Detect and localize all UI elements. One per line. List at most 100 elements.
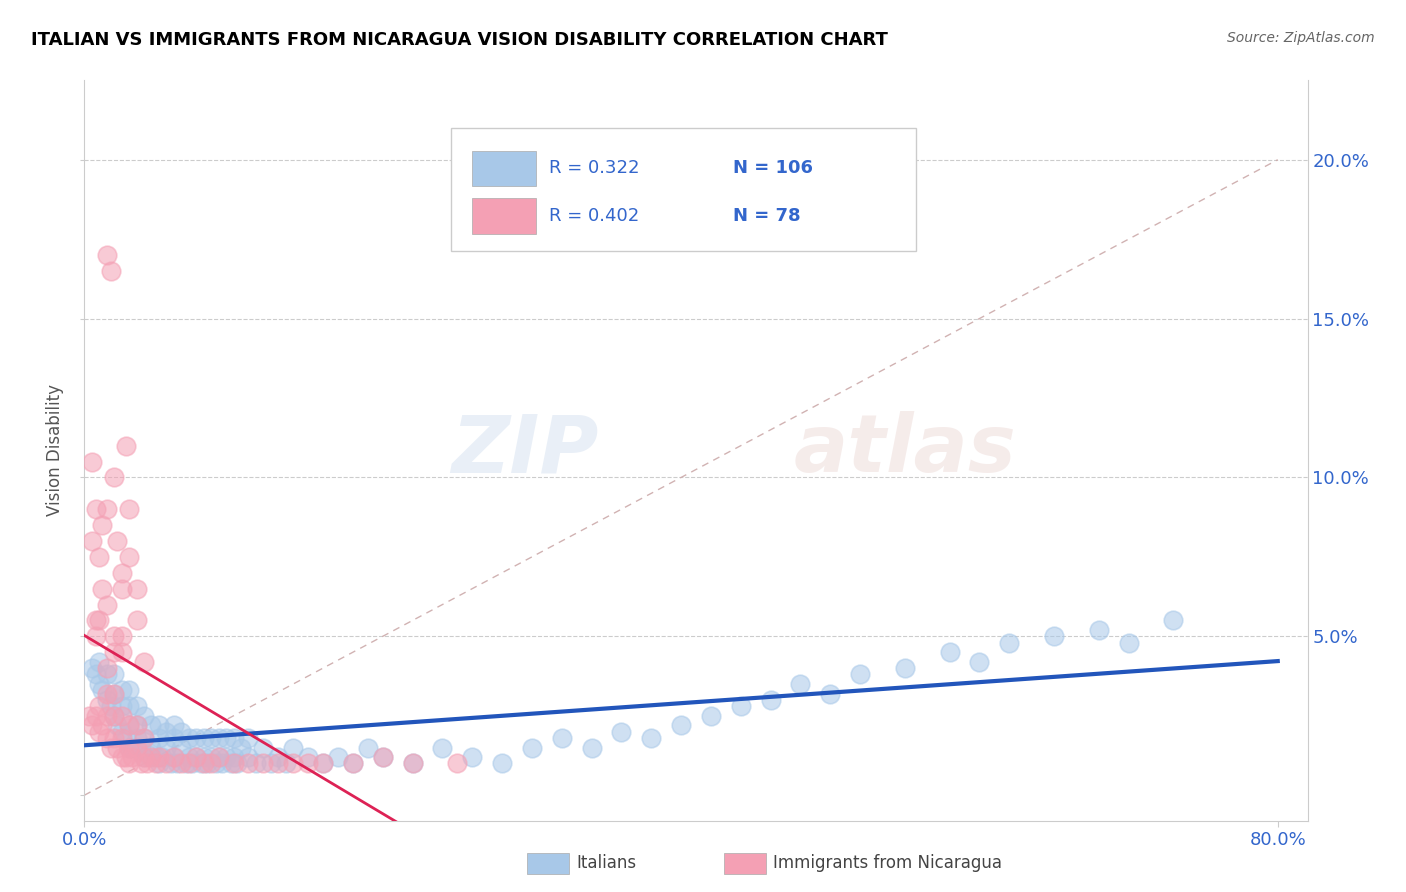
Text: N = 78: N = 78	[733, 207, 800, 225]
Point	[105, 740, 128, 755]
Point	[121, 740, 143, 755]
Point	[132, 750, 155, 764]
Point	[111, 629, 134, 643]
Point	[77, 708, 100, 723]
Point	[219, 756, 242, 771]
Point	[118, 740, 141, 755]
Point	[222, 756, 245, 771]
Point	[96, 248, 118, 262]
Point	[118, 740, 141, 755]
Point	[129, 756, 152, 771]
Text: Source: ZipAtlas.com: Source: ZipAtlas.com	[1227, 31, 1375, 45]
Point	[118, 549, 141, 564]
Point	[461, 750, 484, 764]
Point	[118, 718, 141, 732]
Point	[100, 740, 122, 755]
Text: R = 0.402: R = 0.402	[550, 207, 640, 225]
Point	[125, 718, 148, 732]
Point	[89, 699, 111, 714]
Point	[96, 687, 118, 701]
Point	[245, 756, 267, 771]
Point	[100, 699, 122, 714]
Point	[283, 756, 305, 771]
Point	[132, 708, 155, 723]
Point	[700, 708, 723, 723]
Point	[1118, 636, 1140, 650]
Point	[118, 502, 141, 516]
Point	[200, 756, 222, 771]
Point	[111, 731, 134, 745]
Point	[84, 667, 107, 681]
Point	[193, 750, 215, 764]
Point	[96, 502, 118, 516]
Point	[357, 740, 380, 755]
Point	[342, 756, 364, 771]
Point	[163, 718, 186, 732]
Point	[274, 756, 297, 771]
Point	[789, 677, 811, 691]
Point	[84, 629, 107, 643]
Point	[238, 731, 260, 745]
Point	[125, 582, 148, 596]
FancyBboxPatch shape	[472, 151, 536, 186]
Point	[177, 750, 200, 764]
Point	[80, 718, 103, 732]
Point	[446, 756, 468, 771]
Point	[174, 756, 197, 771]
Point	[195, 756, 218, 771]
Point	[141, 750, 163, 764]
Point	[186, 731, 208, 745]
Point	[849, 667, 872, 681]
Point	[669, 718, 692, 732]
Point	[252, 740, 274, 755]
Point	[640, 731, 662, 745]
Point	[105, 534, 128, 549]
Point	[610, 724, 633, 739]
Point	[141, 740, 163, 755]
Point	[118, 683, 141, 698]
Point	[938, 645, 960, 659]
Point	[103, 708, 125, 723]
Text: Italians: Italians	[576, 855, 637, 872]
Point	[200, 750, 222, 764]
Point	[207, 731, 229, 745]
Point	[297, 756, 319, 771]
Point	[96, 693, 118, 707]
Point	[222, 731, 245, 745]
Point	[186, 750, 208, 764]
Point	[312, 756, 335, 771]
Point	[96, 708, 118, 723]
Point	[125, 731, 148, 745]
Point	[125, 740, 148, 755]
Point	[759, 693, 782, 707]
Point	[136, 747, 159, 761]
Text: R = 0.322: R = 0.322	[550, 160, 640, 178]
Point	[111, 645, 134, 659]
Point	[1043, 629, 1066, 643]
Point	[222, 750, 245, 764]
Point	[132, 731, 155, 745]
Point	[118, 756, 141, 771]
Point	[283, 740, 305, 755]
Point	[225, 756, 247, 771]
Point	[401, 756, 423, 771]
Point	[1087, 623, 1109, 637]
Point	[125, 699, 148, 714]
Point	[371, 750, 394, 764]
Point	[115, 750, 138, 764]
Text: ITALIAN VS IMMIGRANTS FROM NICARAGUA VISION DISABILITY CORRELATION CHART: ITALIAN VS IMMIGRANTS FROM NICARAGUA VIS…	[31, 31, 887, 49]
Point	[180, 756, 202, 771]
Point	[96, 661, 118, 675]
Point	[170, 740, 193, 755]
Point	[818, 687, 841, 701]
Point	[204, 756, 226, 771]
Point	[141, 718, 163, 732]
Text: atlas: atlas	[794, 411, 1017, 490]
Point	[118, 718, 141, 732]
Point	[89, 614, 111, 628]
FancyBboxPatch shape	[472, 198, 536, 234]
Point	[80, 661, 103, 675]
Point	[89, 549, 111, 564]
Point	[103, 731, 125, 745]
Point	[80, 454, 103, 468]
